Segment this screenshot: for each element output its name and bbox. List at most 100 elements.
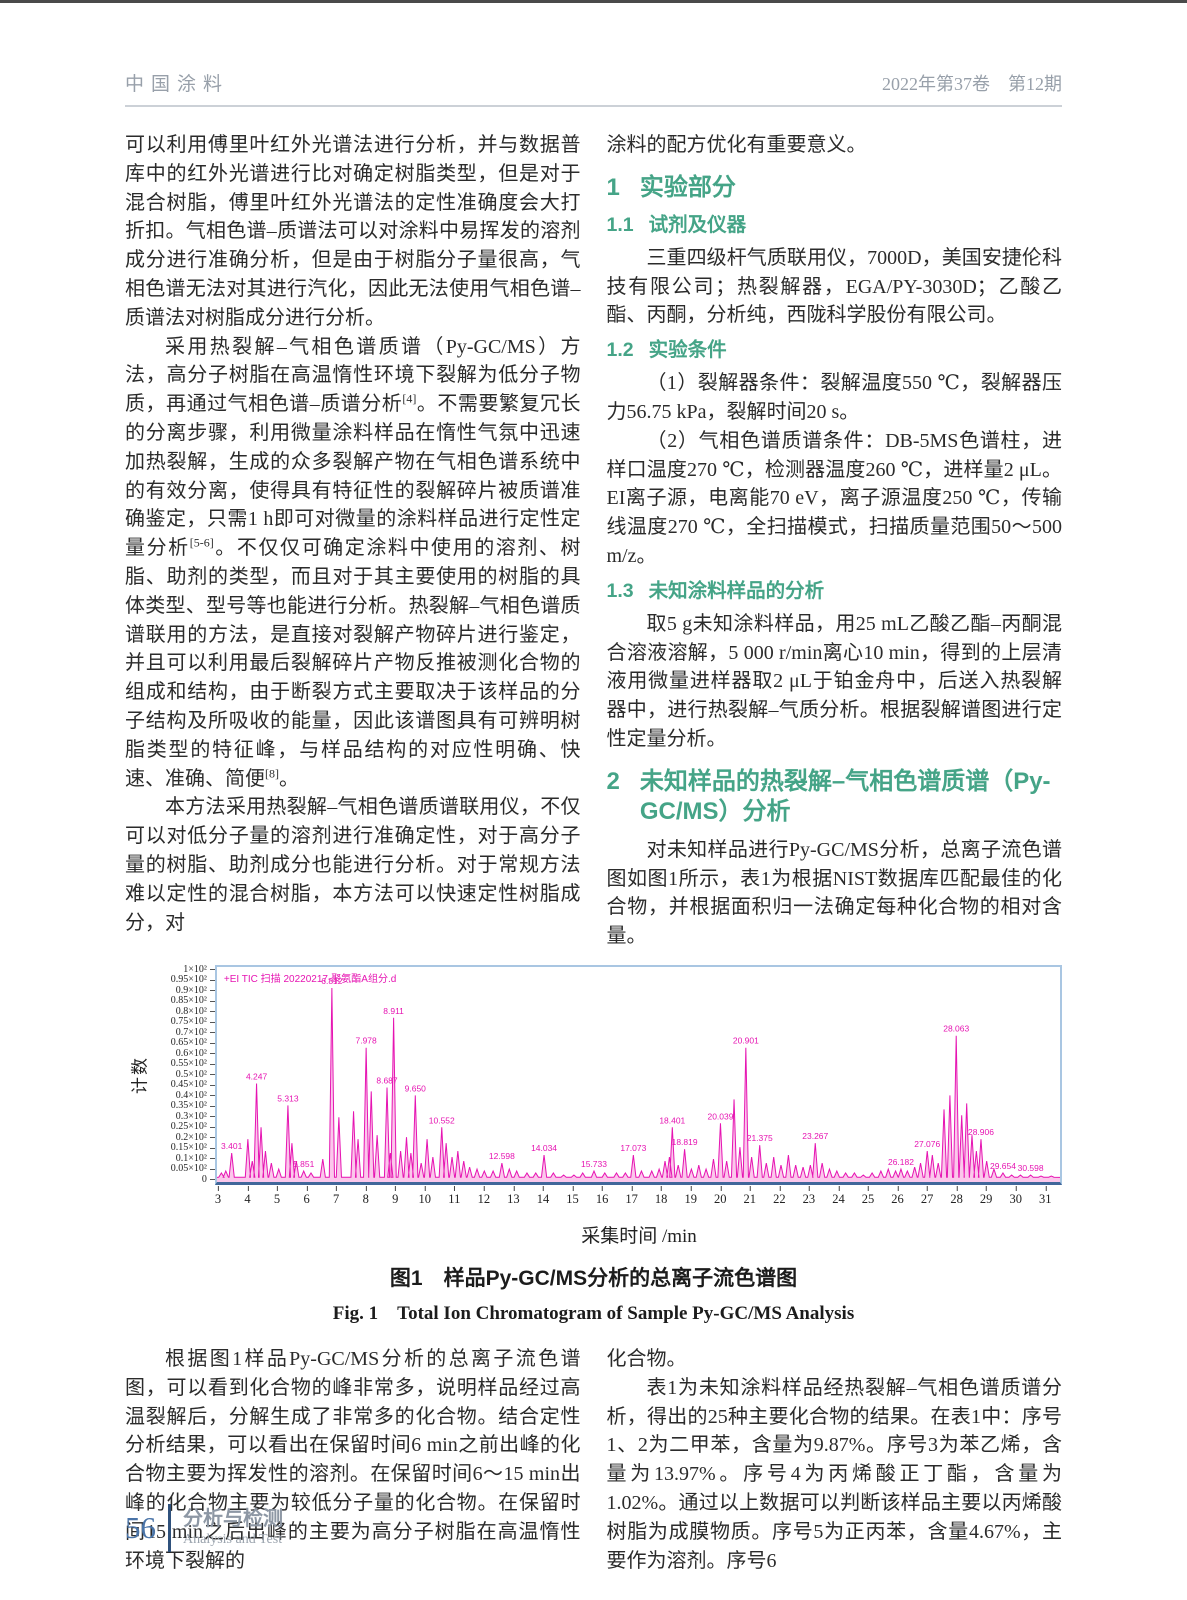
chromatogram-trace: 3.401 4.247 5.313 5.851 6.812 7.978 8.687 8.911… — [216, 976, 1060, 1182]
peak-label: 6.812 — [321, 976, 343, 986]
peak-label: 12.598 — [489, 1151, 515, 1161]
peak-label: 4.247 — [246, 1071, 268, 1081]
paragraph: 涂料的配方优化有重要意义。 — [606, 134, 867, 156]
peak-label: 7.978 — [355, 1036, 377, 1046]
y-tick: 0.7×10² — [151, 1027, 215, 1038]
paragraph: 本方法采用热裂解–气相色谱质谱联用仪，不仅可以对低分子量的溶剂进行准确定性，对于… — [125, 796, 581, 934]
subsection-title: 未知涂料样品的分析 — [648, 579, 825, 602]
footer-page-number: 56 — [125, 1510, 156, 1545]
x-tick: 11 — [448, 1185, 461, 1206]
x-tick: 21 — [743, 1185, 757, 1206]
peak-label: 28.063 — [943, 1024, 969, 1034]
footer-section-en: Analysis and Test — [183, 1532, 283, 1547]
x-tick: 6 — [303, 1185, 310, 1206]
y-tick: 0.3×10² — [151, 1111, 215, 1122]
subsection-title: 实验条件 — [648, 339, 727, 362]
peak-label: 28.906 — [968, 1127, 994, 1137]
peak-label: 26.182 — [888, 1157, 914, 1167]
paragraph: 可以利用傅里叶红外光谱法进行分析，并与数据普库中的红外光谱进行比对确定树脂类型，… — [125, 134, 581, 329]
figure-caption-cn: 图1 样品Py-GC/MS分析的总离子流色谱图 — [389, 1266, 798, 1290]
y-tick: 0.8×10² — [151, 1006, 215, 1017]
peak-label: 21.375 — [747, 1133, 773, 1143]
section-heading-2: 2 未知样品的热裂解–气相色谱质谱（Py-GC/MS）分析 — [607, 767, 1063, 827]
subsection-title: 试剂及仪器 — [648, 213, 747, 236]
x-tick: 24 — [832, 1185, 845, 1206]
x-tick: 8 — [362, 1185, 369, 1206]
x-tick: 31 — [1039, 1185, 1052, 1206]
chart-file-label: +EI TIC 扫描 20220217-聚氨酯A组分.d — [223, 973, 397, 985]
y-tick: 1×10² — [151, 964, 215, 975]
right-column: 涂料的配方优化有重要意义。 1 实验部分 1.1 试剂及仪器 三重四级杆气质联用… — [607, 131, 1063, 951]
x-tick: 3 — [214, 1185, 222, 1206]
subsection-heading-1-3: 1.3 未知涂料样品的分析 — [607, 578, 1063, 604]
footer-divider — [168, 1504, 171, 1552]
x-axis-label: 采集时间 /min — [581, 1225, 697, 1247]
section-title: 实验部分 — [639, 173, 736, 201]
subsection-heading-1-1: 1.1 试剂及仪器 — [607, 212, 1063, 238]
paragraph: 表1为未知涂料样品经热裂解–气相色谱质谱分析，得出的25种主要化合物的结果。在表… — [606, 1376, 1063, 1572]
x-tick: 17 — [625, 1185, 638, 1206]
paragraph: 对未知样品进行Py-GC/MS分析，总离子流色谱图如图1所示，表1为根据NIST… — [606, 838, 1063, 948]
paragraph: （1）裂解器条件：裂解温度550 ℃，裂解器压力56.75 kPa，裂解时间20… — [606, 372, 1063, 423]
y-tick: 0.95×10² — [151, 975, 215, 985]
x-tick: 20 — [714, 1185, 727, 1206]
peak-label: 30.598 — [1018, 1163, 1044, 1173]
paragraph: 采用热裂解–气相色谱质谱（Py-GC/MS）方法，高分子树脂在高温惰性环境下裂解… — [125, 335, 581, 790]
y-tick: 0.9×10² — [151, 985, 215, 996]
y-tick: 0 — [151, 1174, 215, 1185]
peak-label: 18.401 — [659, 1115, 685, 1125]
paragraph: 取5 g未知涂料样品，用25 mL乙酸乙酯–丙酮混合溶液溶解，5 000 r/m… — [606, 612, 1063, 750]
x-tick: 19 — [684, 1185, 697, 1206]
paragraph: 化合物。 — [606, 1347, 687, 1370]
x-tick: 10 — [418, 1185, 432, 1206]
peak-label: 5.851 — [293, 1159, 315, 1169]
subsection-heading-1-2: 1.2 实验条件 — [607, 337, 1063, 363]
peak-label: 10.552 — [429, 1115, 455, 1125]
x-tick: 7 — [333, 1185, 340, 1206]
bottom-left-column: 根据图1样品Py-GC/MS分析的总离子流色谱图，可以看到化合物的峰非常多，说明… — [125, 1345, 581, 1575]
paragraph: 根据图1样品Py-GC/MS分析的总离子流色谱图，可以看到化合物的峰非常多，说明… — [125, 1347, 581, 1572]
x-tick: 30 — [1009, 1185, 1022, 1206]
x-tick: 16 — [595, 1185, 609, 1206]
paragraph: （2）气相色谱质谱条件：DB-5MS色谱柱，进样口温度270 ℃，检测器温度26… — [606, 429, 1063, 567]
plot-area: +EI TIC 扫描 20220217-聚氨酯A组分.d 3.401 4.247 5… — [214, 964, 1062, 1185]
y-tick: 0.65×10² — [151, 1038, 215, 1048]
peak-label: 8.687 — [376, 1075, 398, 1085]
figure-1: 计数 1×10² 0.95×10² 0.9×10² 0.85×10² 0.8×10² 0.… — [125, 964, 1062, 1325]
subsection-number: 1.3 — [606, 579, 634, 602]
subsection-number: 1.2 — [606, 339, 634, 362]
issue-info: 2022年第37卷 第12期 — [882, 74, 1062, 94]
y-tick: 0.1×10² — [151, 1153, 215, 1164]
x-tick: 13 — [507, 1185, 520, 1206]
chromatogram-chart: 计数 1×10² 0.95×10² 0.9×10² 0.85×10² 0.8×10² 0.… — [125, 964, 1062, 1185]
peak-label: 17.073 — [620, 1143, 646, 1153]
page-footer: 56 分析与检测 Analysis and Test — [125, 1504, 283, 1552]
section-title: 未知样品的热裂解–气相色谱质谱（Py-GC/MS）分析 — [639, 767, 1051, 825]
x-tick: 4 — [244, 1185, 251, 1206]
peak-label: 5.313 — [277, 1093, 299, 1103]
peak-label: 8.911 — [383, 1006, 404, 1016]
y-tick: 0.45×10² — [151, 1080, 215, 1090]
x-tick: 29 — [979, 1185, 993, 1206]
section-number: 2 — [606, 767, 620, 795]
peak-label: 15.733 — [581, 1159, 607, 1169]
y-tick: 0.85×10² — [151, 996, 215, 1006]
y-axis-ticks: 1×10² 0.95×10² 0.9×10² 0.85×10² 0.8×10² 0.75×… — [151, 964, 215, 1185]
y-tick: 0.4×10² — [151, 1090, 215, 1101]
top-columns: 可以利用傅里叶红外光谱法进行分析，并与数据普库中的红外光谱进行比对确定树脂类型，… — [125, 131, 1062, 951]
x-tick: 22 — [773, 1185, 786, 1206]
peak-label: 29.654 — [990, 1161, 1016, 1171]
x-tick: 15 — [566, 1185, 579, 1206]
peak-label: 20.039 — [707, 1111, 733, 1121]
x-tick: 18 — [654, 1185, 668, 1206]
section-heading-1: 1 实验部分 — [607, 173, 1063, 203]
y-tick: 0.25×10² — [151, 1122, 215, 1132]
peak-label: 9.650 — [405, 1083, 427, 1093]
left-column: 可以利用傅里叶红外光谱法进行分析，并与数据普库中的红外光谱进行比对确定树脂类型，… — [125, 131, 581, 951]
y-axis-label: 计数 — [130, 1055, 150, 1094]
x-tick: 25 — [861, 1185, 875, 1206]
paragraph: 三重四级杆气质联用仪，7000D，美国安捷伦科技有限公司；热裂解器，EGA/PY… — [606, 246, 1063, 327]
x-tick: 14 — [536, 1185, 550, 1206]
y-tick: 0.15×10² — [151, 1143, 215, 1153]
